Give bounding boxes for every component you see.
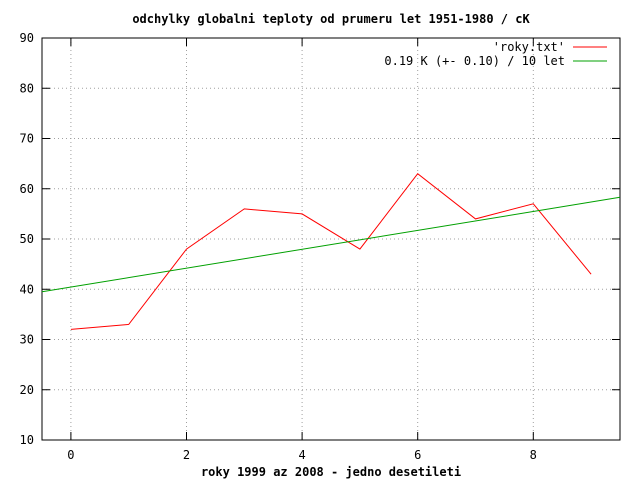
y-tick-label: 80 (20, 81, 34, 95)
x-axis-label: roky 1999 az 2008 - jedno desetileti (201, 465, 461, 479)
y-tick-label: 40 (20, 282, 34, 296)
series-layer (41, 172, 621, 330)
y-tick-label: 20 (20, 383, 34, 397)
legend: 'roky.txt'0.19 K (+- 0.10) / 10 let (384, 40, 607, 68)
legend-label-1: 0.19 K (+- 0.10) / 10 let (384, 54, 565, 68)
y-tick-label: 50 (20, 232, 34, 246)
x-tick-label: 2 (183, 448, 190, 462)
x-tick-label: 6 (414, 448, 421, 462)
legend-label-0: 'roky.txt' (493, 40, 565, 54)
y-tick-label: 30 (20, 333, 34, 347)
x-tick-label: 4 (298, 448, 305, 462)
chart-title: odchylky globalni teploty od prumeru let… (132, 12, 530, 26)
y-tick-label: 60 (20, 182, 34, 196)
y-tick-label: 90 (20, 31, 34, 45)
y-tick-label: 70 (20, 132, 34, 146)
x-tick-label: 8 (530, 448, 537, 462)
series-line-1 (41, 196, 621, 293)
x-tick-label: 0 (67, 448, 74, 462)
y-tick-label: 10 (20, 433, 34, 447)
grid (42, 38, 620, 440)
ticks: 10 20 30 40 50 60 70 80 90 0 2 4 6 8 (20, 31, 620, 462)
series-line-0 (70, 172, 592, 330)
